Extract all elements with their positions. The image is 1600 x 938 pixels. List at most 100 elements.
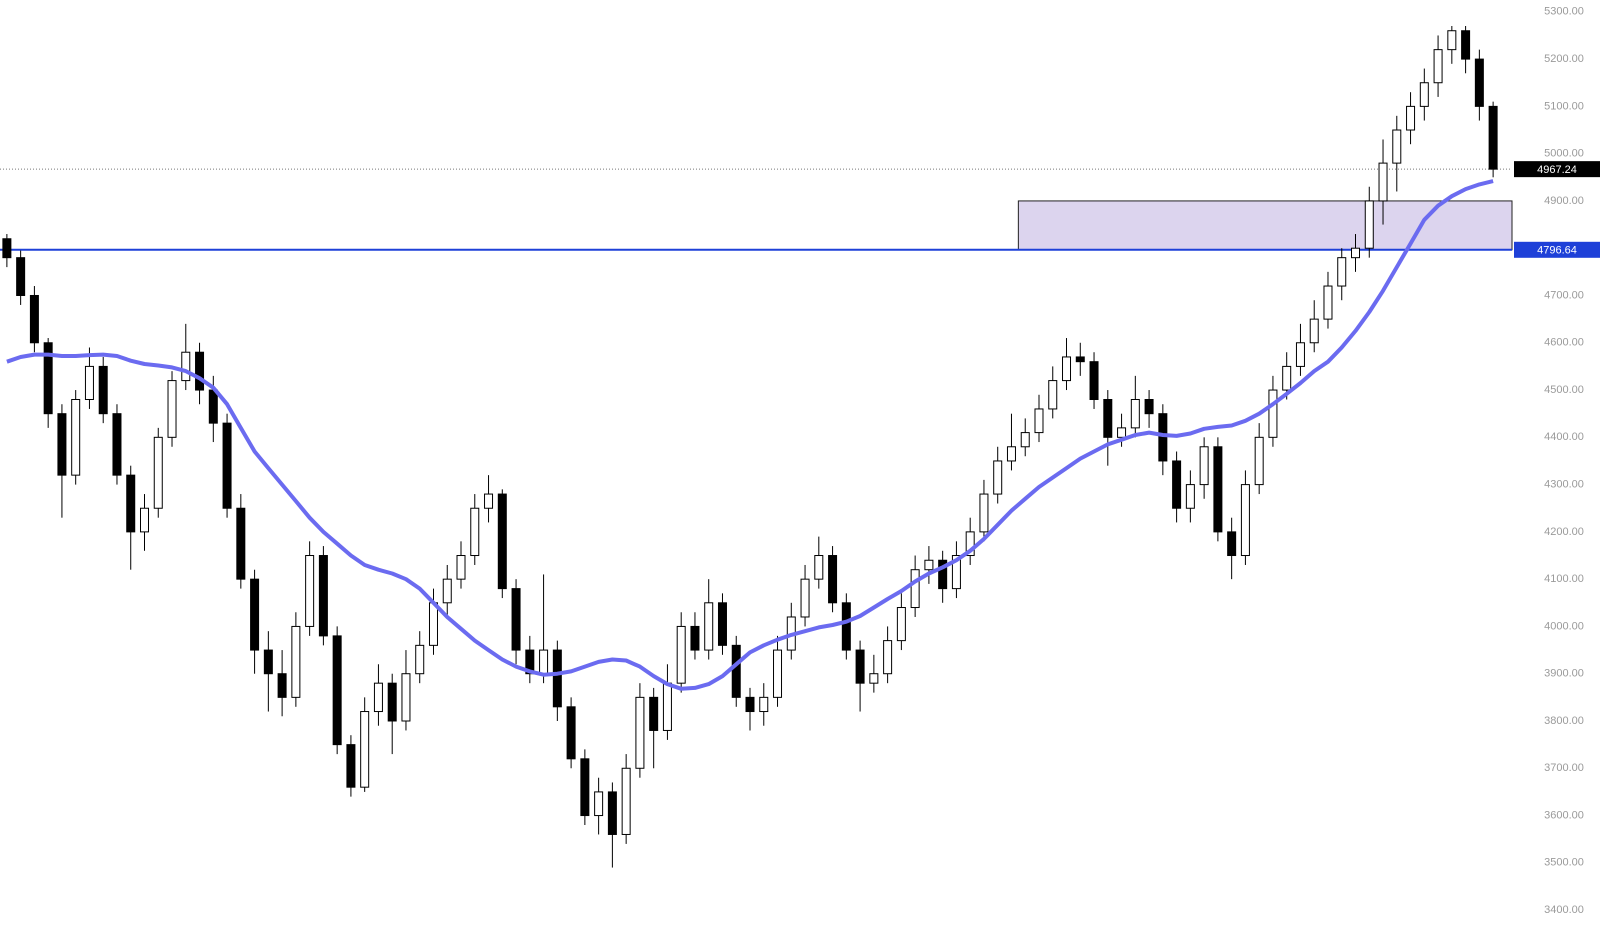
candle-body xyxy=(181,351,191,382)
candle-body xyxy=(84,365,94,401)
moving-average xyxy=(6,179,1494,691)
candle-body xyxy=(1419,82,1429,107)
candle-body xyxy=(415,644,425,675)
candle-body xyxy=(16,257,26,296)
candle-body xyxy=(759,696,769,713)
candle-body xyxy=(745,696,755,713)
y-tick-label: 3600.00 xyxy=(1544,809,1584,821)
candle-body xyxy=(676,625,686,684)
y-tick-label: 4700.00 xyxy=(1544,289,1584,301)
candle-body xyxy=(1117,427,1127,438)
candle-body xyxy=(401,673,411,722)
candle-body xyxy=(814,555,824,580)
candle-body xyxy=(539,649,549,675)
candle-body xyxy=(250,578,260,651)
candle-body xyxy=(1282,365,1292,391)
candle-body xyxy=(1020,432,1030,448)
candle-body xyxy=(1268,389,1278,438)
candle-body xyxy=(71,399,81,476)
candle-body xyxy=(1254,436,1264,486)
candle-body xyxy=(29,294,39,344)
candle-body xyxy=(1378,162,1388,202)
y-tick-label: 3900.00 xyxy=(1544,668,1584,680)
candle-body xyxy=(635,696,645,769)
candle-body xyxy=(1392,129,1402,164)
candle-body xyxy=(1337,257,1347,287)
candle-body xyxy=(1240,484,1250,557)
y-tick-label: 5100.00 xyxy=(1544,100,1584,112)
level-label-box xyxy=(1514,241,1600,258)
candle-body xyxy=(800,578,810,618)
y-tick-label: 5300.00 xyxy=(1544,6,1584,18)
candle-body xyxy=(236,507,246,580)
y-tick-label: 3800.00 xyxy=(1544,715,1584,727)
candle-body xyxy=(1406,105,1416,131)
candle-body xyxy=(594,791,604,817)
candle-body xyxy=(373,682,383,713)
candle-body xyxy=(1075,356,1085,363)
y-tick-label: 4900.00 xyxy=(1544,195,1584,207)
level-label: 4796.64 xyxy=(1537,245,1577,257)
candle-body xyxy=(167,380,177,438)
candle-body xyxy=(951,555,961,590)
candle-body xyxy=(1474,58,1484,107)
y-tick-label: 4100.00 xyxy=(1544,573,1584,585)
candle-body xyxy=(649,696,659,731)
candle-body xyxy=(855,649,865,684)
candle-body xyxy=(1034,408,1044,434)
candle-body xyxy=(332,635,342,746)
candle-body xyxy=(305,555,315,627)
candle-body xyxy=(841,602,851,651)
candle-body xyxy=(1447,30,1457,51)
candle-body xyxy=(1048,380,1058,410)
candle-body xyxy=(1323,285,1333,320)
candle-body xyxy=(910,569,920,609)
candle-body xyxy=(98,365,108,415)
candle-body xyxy=(208,389,218,424)
candle-body xyxy=(1295,342,1305,367)
y-tick-label: 4200.00 xyxy=(1544,526,1584,538)
candle-body xyxy=(1364,200,1374,249)
candle-body xyxy=(43,342,53,415)
candle-body xyxy=(965,531,975,557)
candle-body xyxy=(552,649,562,708)
candle-body xyxy=(222,422,232,509)
candle-body xyxy=(731,644,741,698)
y-tick-label: 4400.00 xyxy=(1544,431,1584,443)
candle-body xyxy=(883,640,893,675)
candle-body xyxy=(1144,399,1154,415)
candle-body xyxy=(428,602,438,646)
y-tick-label: 3400.00 xyxy=(1544,904,1584,916)
candle-body xyxy=(717,602,727,646)
candle-body xyxy=(580,758,590,817)
candle-body xyxy=(704,602,714,651)
candle-body xyxy=(1089,361,1099,401)
candle-body xyxy=(263,649,273,675)
candle-body xyxy=(484,493,494,509)
candle-body xyxy=(1172,460,1182,509)
candle-body xyxy=(869,673,879,684)
candle-body xyxy=(690,625,700,651)
y-tick-label: 3500.00 xyxy=(1544,857,1584,869)
candle-body xyxy=(566,706,576,760)
candle-body xyxy=(621,767,631,835)
candle-body xyxy=(1185,484,1195,509)
candle-body xyxy=(1130,399,1140,429)
candle-body xyxy=(139,507,149,533)
candle-body xyxy=(318,555,328,637)
candle-body xyxy=(57,413,67,476)
candle-body xyxy=(195,351,205,391)
y-tick-label: 5200.00 xyxy=(1544,53,1584,65)
candle-body xyxy=(1488,105,1498,170)
y-tick-label: 5000.00 xyxy=(1544,148,1584,160)
candle-body xyxy=(470,507,480,557)
candle-body xyxy=(938,559,948,590)
candle-body xyxy=(1103,399,1113,438)
candle-body xyxy=(153,436,163,509)
candle-body xyxy=(360,711,370,788)
y-tick-label: 4000.00 xyxy=(1544,620,1584,632)
candle-body xyxy=(1351,247,1361,259)
y-tick-label: 4600.00 xyxy=(1544,337,1584,349)
